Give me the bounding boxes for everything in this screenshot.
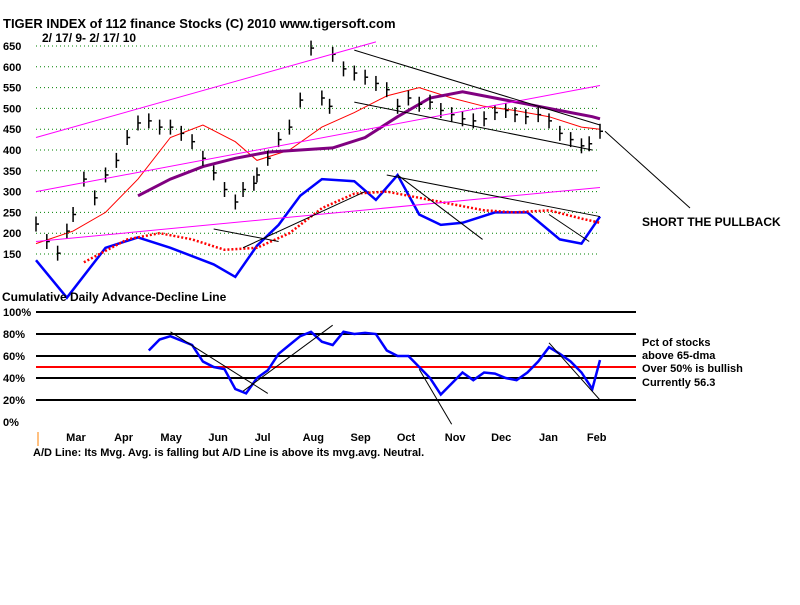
y-tick-label-top: 200: [3, 228, 21, 240]
trendline-top: [397, 174, 483, 240]
note-over-50-bullish: Over 50% is bullish: [642, 363, 743, 375]
x-tick-label: Nov: [445, 432, 467, 444]
pct-above-65dma-line: [147, 330, 602, 397]
trendline-top: [35, 186, 601, 243]
x-tick-label: May: [160, 432, 182, 444]
trendline-top: [354, 101, 593, 151]
ad-line-label: Cumulative Daily Advance-Decline Line: [2, 290, 227, 304]
note-currently: Currently 56.3: [642, 377, 715, 389]
y-tick-label-bottom: 0%: [3, 417, 19, 429]
ad-line-ma: [83, 190, 601, 264]
y-tick-label-bottom: 20%: [3, 395, 25, 407]
x-tick-label: Oct: [397, 432, 416, 444]
annotation-pointer: [604, 130, 691, 209]
y-tick-label-top: 150: [3, 249, 21, 261]
trendline-top: [213, 228, 279, 243]
note-pct-of-stocks: Pct of stocks: [642, 337, 710, 349]
x-tick-label: Aug: [303, 432, 324, 444]
y-tick-label-bottom: 100%: [3, 307, 31, 319]
trendline-top: [354, 49, 601, 126]
trendline-top: [548, 214, 590, 242]
trendline-top: [242, 191, 366, 249]
x-tick-label: Feb: [587, 432, 607, 444]
x-tick-label: Sep: [350, 432, 370, 444]
y-tick-label-top: 650: [3, 41, 21, 53]
price-long-ma-line: [137, 90, 601, 198]
y-tick-label-top: 600: [3, 62, 21, 74]
x-tick-label: Dec: [491, 432, 511, 444]
trendline-top: [386, 174, 601, 218]
y-tick-label-top: 450: [3, 124, 21, 136]
footer-ad-note: A/D Line: Its Mvg. Avg. is falling but A…: [33, 447, 424, 459]
note-above-65dma: above 65-dma: [642, 350, 716, 362]
ad-line: [35, 172, 602, 300]
chart-subtitle: 2/ 17/ 9- 2/ 17/ 10: [42, 31, 136, 45]
y-tick-label-top: 350: [3, 166, 21, 178]
x-tick-label: Apr: [114, 432, 134, 444]
x-tick-label: Jan: [539, 432, 558, 444]
x-tick-label: Jul: [255, 432, 271, 444]
chart-title: TIGER INDEX of 112 finance Stocks (C) 20…: [3, 16, 396, 31]
trendline-bottom: [242, 324, 333, 392]
trendline-top: [35, 85, 601, 193]
trendline-top: [35, 41, 377, 139]
y-tick-label-bottom: 60%: [3, 351, 25, 363]
y-tick-label-top: 300: [3, 187, 21, 199]
y-tick-label-top: 550: [3, 83, 21, 95]
trendline-bottom: [548, 342, 601, 401]
y-tick-label-bottom: 40%: [3, 373, 25, 385]
trendline-bottom: [418, 368, 453, 425]
x-tick-label: Jun: [208, 432, 228, 444]
trendline-bottom: [170, 331, 269, 394]
y-tick-label-top: 500: [3, 103, 21, 115]
y-tick-label-bottom: 80%: [3, 329, 25, 341]
y-tick-label-top: 250: [3, 207, 21, 219]
annotation-short-pullback: SHORT THE PULLBACK: [642, 215, 781, 229]
y-tick-label-top: 400: [3, 145, 21, 157]
x-tick-label: Mar: [66, 432, 86, 444]
